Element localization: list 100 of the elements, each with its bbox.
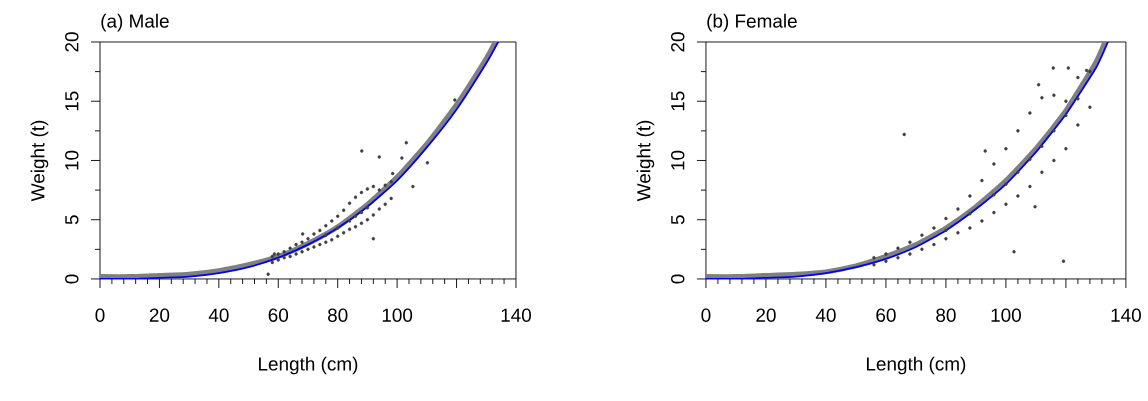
point xyxy=(968,194,972,198)
point xyxy=(1016,194,1020,198)
x-tick-label: 140 xyxy=(1111,308,1141,322)
point xyxy=(1064,146,1068,151)
point xyxy=(272,252,277,256)
point xyxy=(944,237,948,241)
point xyxy=(944,216,948,221)
point xyxy=(371,237,376,241)
x-tick-label: 60 xyxy=(268,308,289,322)
point xyxy=(908,252,912,256)
point xyxy=(1052,93,1056,98)
point xyxy=(932,242,936,247)
x-tick-label: 80 xyxy=(936,308,956,322)
y-tick-label: 10 xyxy=(671,150,685,170)
point xyxy=(1051,66,1056,70)
point xyxy=(1016,170,1020,175)
point xyxy=(1004,146,1008,151)
point xyxy=(294,242,298,247)
point xyxy=(872,255,876,260)
point xyxy=(1084,68,1089,73)
y-tick-label: 15 xyxy=(65,91,79,111)
point xyxy=(383,202,387,207)
point xyxy=(276,252,280,256)
point xyxy=(1064,99,1068,103)
point xyxy=(1028,157,1032,162)
point xyxy=(884,252,888,256)
point xyxy=(956,207,960,211)
point xyxy=(306,237,310,241)
point xyxy=(300,232,305,236)
point xyxy=(1040,170,1044,175)
point xyxy=(353,214,358,218)
y-tick-label: 20 xyxy=(65,32,79,52)
point xyxy=(300,250,304,254)
point xyxy=(1061,259,1066,263)
point xyxy=(980,219,984,223)
point xyxy=(1076,123,1080,127)
point xyxy=(371,213,376,217)
y-tick-label: 5 xyxy=(65,215,79,225)
point xyxy=(968,226,972,230)
point xyxy=(1033,205,1037,209)
point xyxy=(400,156,404,160)
point xyxy=(347,219,352,223)
x-tick-label: 40 xyxy=(208,308,229,322)
x-tick-label: 0 xyxy=(95,308,105,322)
point xyxy=(980,178,984,183)
point xyxy=(1064,113,1068,118)
point xyxy=(920,233,924,237)
point xyxy=(884,259,888,263)
point xyxy=(944,228,948,233)
point xyxy=(276,258,280,262)
point xyxy=(992,162,996,166)
point xyxy=(282,250,286,254)
point xyxy=(312,245,316,249)
point xyxy=(266,272,270,276)
x-tick-label: 100 xyxy=(382,308,413,322)
point xyxy=(872,263,876,267)
point xyxy=(365,218,370,222)
point xyxy=(341,231,346,235)
point xyxy=(1016,129,1020,133)
x-tick-label: 60 xyxy=(876,308,896,322)
point xyxy=(1004,202,1008,207)
point xyxy=(404,141,409,145)
x-tick-label: 80 xyxy=(328,308,348,322)
point xyxy=(968,212,972,216)
point xyxy=(1012,250,1016,254)
point xyxy=(390,171,395,176)
y-tick-label: 10 xyxy=(65,150,79,170)
point xyxy=(1004,182,1008,186)
y-axis-title: Weight (t) xyxy=(30,120,49,202)
point xyxy=(956,231,960,235)
point xyxy=(318,242,322,247)
point xyxy=(932,226,936,230)
point xyxy=(425,161,430,165)
point xyxy=(360,149,364,153)
point xyxy=(377,207,381,211)
point xyxy=(270,260,275,265)
point xyxy=(377,188,381,192)
point xyxy=(411,184,415,189)
point xyxy=(359,221,364,225)
point xyxy=(1076,97,1080,101)
x-axis-title: Length (cm) xyxy=(866,356,966,375)
point xyxy=(896,246,900,250)
point xyxy=(341,208,346,212)
point xyxy=(318,228,322,233)
x-tick-label: 20 xyxy=(149,308,170,322)
point xyxy=(312,232,316,236)
point xyxy=(377,155,381,159)
point xyxy=(336,226,340,230)
point xyxy=(920,247,924,252)
point xyxy=(1052,158,1056,163)
point xyxy=(336,234,340,239)
y-tick-label: 5 xyxy=(671,215,685,225)
x-tick-label: 100 xyxy=(991,308,1021,322)
point xyxy=(1076,75,1080,80)
point xyxy=(353,195,358,199)
point xyxy=(306,247,310,252)
point xyxy=(983,149,987,153)
point xyxy=(453,98,457,102)
point xyxy=(1028,111,1032,115)
point xyxy=(1040,96,1044,100)
